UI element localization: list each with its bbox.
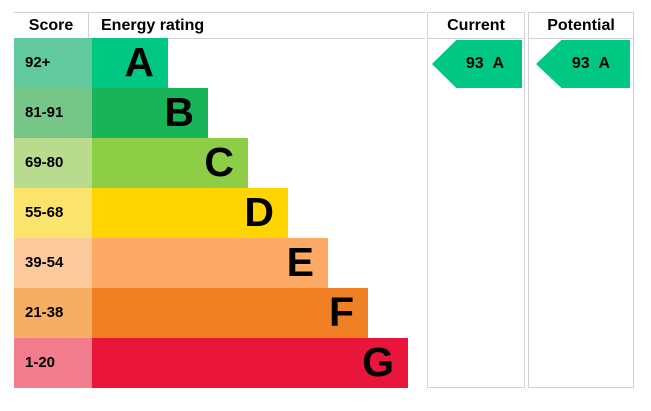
band-c-bar: C: [92, 138, 248, 188]
band-score-range: 21-38: [14, 288, 92, 338]
band-score-range: 1-20: [14, 338, 92, 388]
band-row-g: 1-20 G: [14, 338, 408, 388]
band-score-range: 81-91: [14, 88, 92, 138]
band-row-c: 69-80 C: [14, 138, 408, 188]
band-d-bar: D: [92, 188, 288, 238]
potential-column: Potential 93 A: [528, 12, 634, 388]
band-score-range: 39-54: [14, 238, 92, 288]
band-row-b: 81-91 B: [14, 88, 408, 138]
band-score-range: 69-80: [14, 138, 92, 188]
current-column: Current 93 A: [427, 12, 525, 388]
band-f-bar: F: [92, 288, 368, 338]
potential-column-header: Potential: [529, 13, 633, 39]
energy-rating-column-header: Energy rating: [101, 17, 205, 34]
band-row-a: 92+ A: [14, 38, 408, 88]
band-rows: 92+ A 81-91 B 69-80 C 55-68 D 39-54 E 21…: [14, 38, 408, 388]
score-column-header: Score: [14, 13, 89, 38]
band-b-bar: B: [92, 88, 208, 138]
band-row-d: 55-68 D: [14, 188, 408, 238]
band-row-e: 39-54 E: [14, 238, 408, 288]
band-e-bar: E: [92, 238, 328, 288]
band-score-range: 55-68: [14, 188, 92, 238]
potential-rating-arrow: 93 A: [536, 40, 630, 88]
band-g-bar: G: [92, 338, 408, 388]
band-score-range: 92+: [14, 38, 92, 88]
current-column-header: Current: [428, 13, 524, 39]
band-row-f: 21-38 F: [14, 288, 408, 338]
chart-header-row: Score Energy rating: [14, 12, 425, 39]
band-a-bar: A: [92, 38, 168, 88]
current-rating-arrow: 93 A: [432, 40, 522, 88]
